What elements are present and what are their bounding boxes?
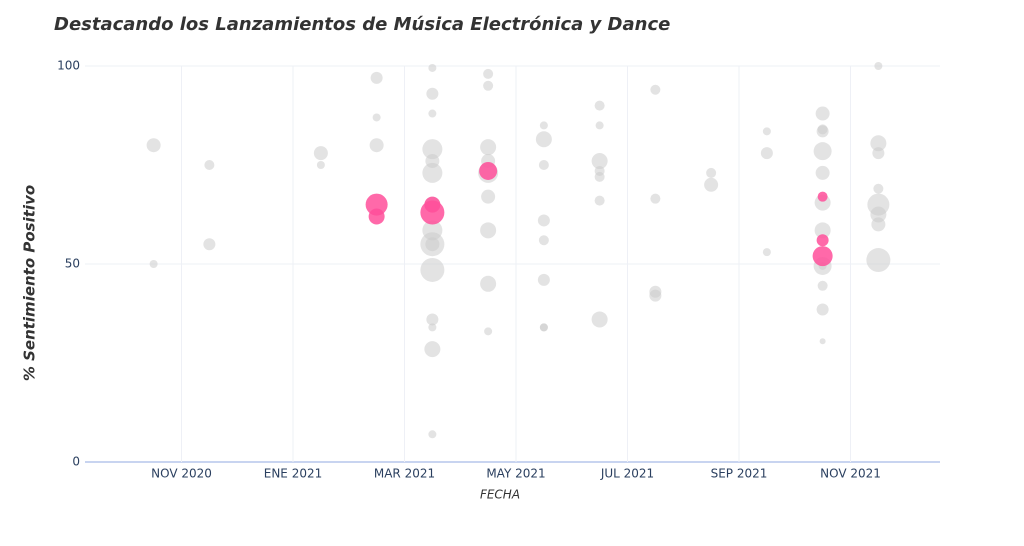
x-tick-label: ENE 2021 bbox=[264, 467, 323, 481]
bubble bbox=[594, 100, 605, 111]
bubble bbox=[874, 62, 883, 70]
bubble bbox=[812, 246, 833, 267]
bubble bbox=[650, 193, 661, 204]
bubble bbox=[872, 147, 885, 160]
bubble bbox=[595, 121, 604, 130]
bubble bbox=[424, 341, 441, 358]
y-axis-label: % Sentimiento Positivo bbox=[21, 185, 39, 381]
bubble bbox=[203, 238, 216, 251]
bubble bbox=[817, 280, 828, 291]
bubble bbox=[481, 189, 496, 204]
bubble bbox=[484, 327, 493, 336]
x-axis-label: FECHA bbox=[480, 488, 520, 502]
bubble bbox=[370, 71, 383, 84]
bubble bbox=[537, 273, 550, 286]
bubble bbox=[815, 165, 830, 180]
bubble bbox=[428, 323, 437, 332]
bubble bbox=[816, 234, 829, 247]
x-tick-label: MAY 2021 bbox=[486, 467, 545, 481]
bubble bbox=[594, 195, 605, 206]
bubble bbox=[537, 214, 550, 227]
bubble bbox=[480, 139, 497, 156]
bubble bbox=[650, 84, 661, 95]
bubble bbox=[816, 303, 829, 316]
bubble bbox=[538, 160, 549, 170]
bubble bbox=[428, 109, 437, 118]
bubble bbox=[817, 191, 828, 202]
bubble bbox=[422, 220, 443, 241]
bubble bbox=[420, 200, 445, 225]
bubble bbox=[479, 161, 498, 180]
bubble bbox=[814, 222, 831, 239]
bubble bbox=[819, 338, 826, 345]
bubble bbox=[426, 87, 439, 100]
bubble bbox=[420, 257, 445, 282]
bubble bbox=[816, 125, 829, 138]
bubble bbox=[706, 167, 717, 178]
bubble bbox=[204, 160, 215, 170]
bubble bbox=[870, 206, 887, 223]
bubble bbox=[149, 260, 158, 268]
bubble bbox=[866, 248, 891, 273]
bubble bbox=[313, 146, 328, 161]
bubble bbox=[480, 275, 497, 292]
bubble bbox=[428, 63, 437, 72]
y-tick-label: 100 bbox=[57, 59, 80, 73]
x-tick-label: NOV 2020 bbox=[151, 467, 212, 481]
bubble bbox=[813, 142, 832, 161]
bubble bbox=[425, 237, 440, 252]
bubble bbox=[480, 222, 497, 239]
bubble bbox=[760, 147, 773, 160]
bubble bbox=[483, 68, 494, 79]
bubble bbox=[815, 106, 830, 121]
bubble bbox=[762, 248, 771, 257]
bubble bbox=[871, 217, 886, 232]
bubble bbox=[146, 138, 161, 153]
bubble bbox=[483, 80, 494, 91]
x-tick-label: JUL 2021 bbox=[600, 467, 654, 481]
bubble bbox=[591, 311, 608, 328]
bubble bbox=[316, 161, 325, 169]
bubble bbox=[591, 153, 608, 170]
bubble bbox=[649, 289, 662, 302]
bubble bbox=[535, 131, 552, 148]
x-tick-label: NOV 2021 bbox=[820, 467, 881, 481]
y-tick-label: 0 bbox=[72, 455, 80, 469]
bubble bbox=[372, 113, 381, 122]
x-tick-label: SEP 2021 bbox=[711, 467, 768, 481]
bubble bbox=[762, 127, 771, 136]
bubble bbox=[369, 138, 384, 153]
x-tick-label: MAR 2021 bbox=[374, 467, 435, 481]
y-tick-label: 50 bbox=[65, 257, 80, 271]
bubble bbox=[870, 135, 887, 152]
bubble bbox=[704, 177, 719, 192]
chart-title: Destacando los Lanzamientos de Música El… bbox=[54, 14, 670, 35]
bubble bbox=[594, 165, 605, 176]
bubble bbox=[539, 323, 548, 332]
bubble bbox=[873, 183, 884, 194]
bubble bbox=[538, 235, 549, 246]
bubble bbox=[365, 193, 388, 216]
bubble bbox=[428, 430, 437, 439]
bubble bbox=[539, 121, 548, 130]
bubble bbox=[422, 139, 443, 160]
bubble bbox=[422, 162, 443, 183]
bubble bbox=[426, 313, 439, 326]
